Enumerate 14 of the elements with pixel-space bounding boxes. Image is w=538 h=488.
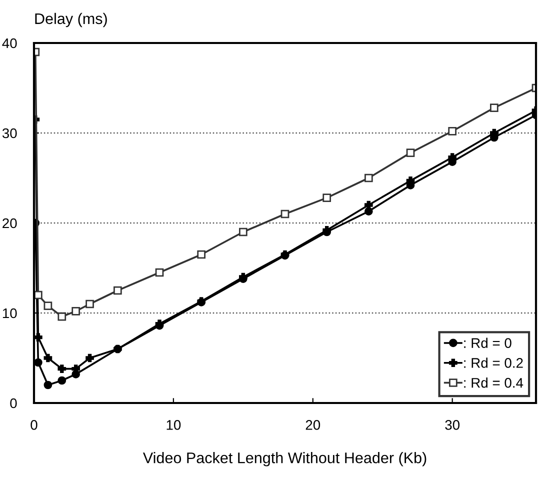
y-tick-label: 30 (2, 128, 17, 138)
x-tick-label: 30 (445, 420, 460, 430)
legend-label: : Rd = 0.2 (464, 358, 523, 368)
legend-label: : Rd = 0.4 (464, 378, 524, 388)
y-tick-label: 20 (2, 218, 17, 228)
y-tick-label: 40 (2, 38, 17, 48)
y-axis-title: Delay (ms) (35, 12, 107, 28)
y-tick-label: 0 (10, 398, 17, 408)
x-axis-title: Video Packet Length Without Header (Kb) (142, 452, 426, 466)
legend-label: : Rd = 0 (464, 338, 512, 348)
x-tick-label: 20 (306, 420, 320, 430)
x-tick-label: 0 (30, 420, 38, 430)
y-tick-label: 10 (2, 308, 17, 318)
x-tick-label: 10 (166, 420, 181, 430)
